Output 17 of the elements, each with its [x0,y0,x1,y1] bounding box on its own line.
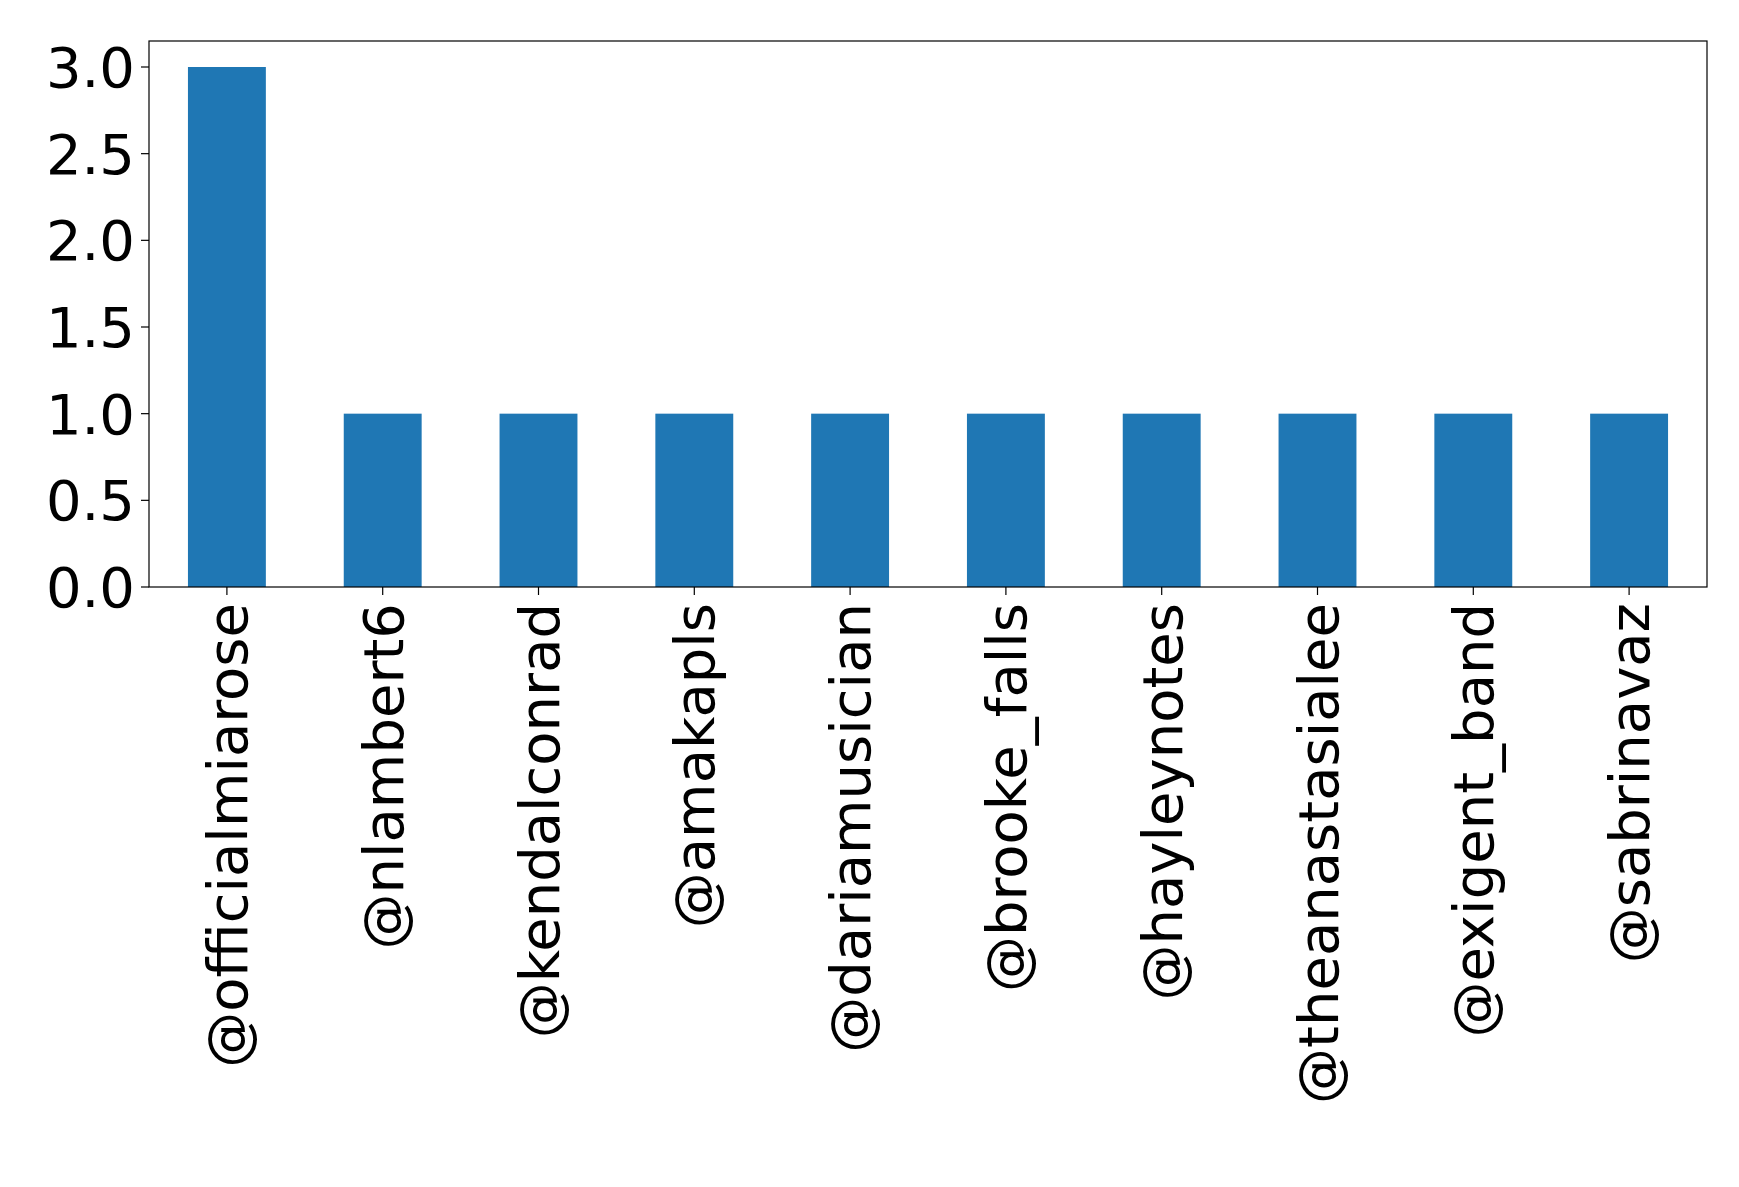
y-tick-label: 0.5 [45,468,135,534]
y-tick-label: 2.5 [45,121,135,187]
x-tick-label: @dariamusician [818,603,884,1053]
x-tick-label: @hayleynotes [1129,603,1195,1001]
x-tick-label: @brooke_falls [974,603,1040,993]
x-tick-label: @amakapls [662,603,728,929]
x-tick-label: @exigent_band [1441,603,1507,1038]
x-tick-label: @nlambert6 [350,603,416,950]
x-tick-label: @theanastasialee [1285,603,1351,1104]
y-tick-label: 3.0 [45,35,135,101]
x-tick-label: @officialmiarose [195,603,261,1068]
y-tick-label: 1.5 [45,295,135,361]
y-tick-label: 1.0 [45,381,135,447]
x-tick-label: @sabrinavaz [1597,603,1663,964]
y-tick-label: 0.0 [45,555,135,621]
x-tick-label: @kendalconrad [506,603,572,1039]
y-tick-label: 2.0 [45,208,135,274]
